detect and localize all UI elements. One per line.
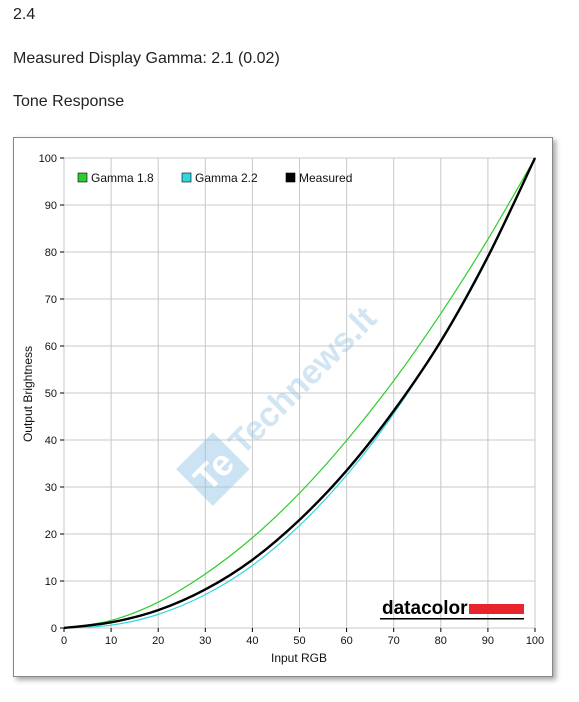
y-tick-label: 10 <box>45 576 57 588</box>
x-tick-label: 0 <box>61 635 67 647</box>
x-tick-label: 100 <box>526 635 544 647</box>
x-tick-label: 60 <box>340 635 352 647</box>
chart-svg: Te Technews.lt 0 10 20 30 40 50 60 70 80 90 100010… <box>21 153 545 665</box>
legend-label-gamma18: Gamma 1.8 <box>91 171 154 185</box>
y-tick-label: 70 <box>45 294 57 306</box>
y-tick-label: 50 <box>45 388 57 400</box>
series-line-gamma18 <box>63 157 536 629</box>
y-tick-label: 40 <box>45 435 57 447</box>
y-tick-label: 0 <box>51 623 57 635</box>
x-tick-label: 50 <box>293 635 305 647</box>
y-tick-label: 80 <box>45 247 57 259</box>
legend-label-measured: Measured <box>299 171 352 185</box>
legend: Gamma 1.8 Gamma 2.2 Measured <box>77 171 352 185</box>
measured-gamma-text: Measured Display Gamma: 2.1 (0.02) <box>13 50 280 67</box>
datacolor-logo: datacolor <box>380 598 524 620</box>
axis-ticks: 0 10 20 30 40 50 60 70 80 90 100 0 10 20 30 40 50 60 70 80 9… <box>39 153 545 647</box>
legend-label-gamma22: Gamma 2.2 <box>195 171 258 185</box>
x-axis-title: Input RGB <box>271 651 327 665</box>
legend-swatch-measured <box>285 172 296 183</box>
x-tick-label: 90 <box>482 635 494 647</box>
x-tick-label: 70 <box>388 635 400 647</box>
tone-response-chart: Te Technews.lt 0 10 20 30 40 50 60 70 80 90 100 0 10… <box>13 137 553 677</box>
series-line-measured <box>63 157 537 630</box>
legend-swatch-gamma18 <box>77 172 88 183</box>
header-line-1: 2.4 <box>13 6 36 23</box>
y-tick-label: 30 <box>45 482 57 494</box>
y-tick-label: 60 <box>45 341 57 353</box>
x-tick-label: 80 <box>435 635 447 647</box>
y-tick-label: 100 <box>39 153 57 165</box>
x-tick-label: 40 <box>246 635 258 647</box>
y-tick-label: 20 <box>45 529 57 541</box>
grid <box>63 157 536 629</box>
x-tick-label: 10 <box>105 635 117 647</box>
x-tick-label: 30 <box>199 635 211 647</box>
datacolor-logo-text: datacolor <box>382 598 468 619</box>
datacolor-underline <box>380 618 524 620</box>
series-group <box>63 157 537 630</box>
y-tick-label: 90 <box>45 200 57 212</box>
te-logo-icon <box>176 432 250 506</box>
datacolor-red-bar <box>469 604 524 614</box>
legend-swatch-gamma22 <box>181 172 192 183</box>
x-tick-label: 20 <box>152 635 164 647</box>
section-title: Tone Response <box>13 93 125 110</box>
y-axis-title: Output Brightness <box>21 346 35 442</box>
